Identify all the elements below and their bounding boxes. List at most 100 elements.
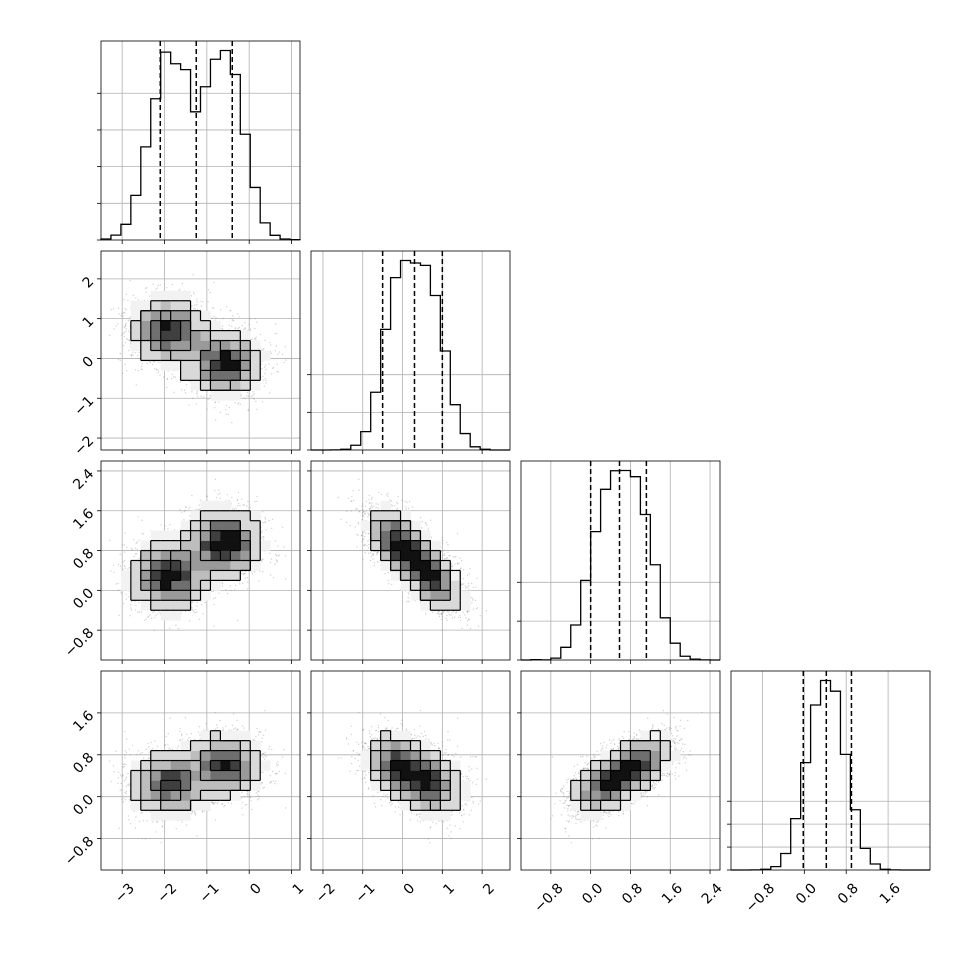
density-cell <box>151 341 161 351</box>
density-cell <box>151 331 161 341</box>
density-cell <box>181 311 191 321</box>
sample-point <box>191 295 192 296</box>
histogram-0 <box>101 50 300 240</box>
sample-point <box>124 336 125 337</box>
density-cell <box>201 360 211 370</box>
density-cell <box>201 331 211 341</box>
density-cell <box>220 390 230 400</box>
sample-point <box>137 355 138 356</box>
sample-point <box>180 381 181 382</box>
sample-point <box>234 402 235 403</box>
sample-point <box>251 339 252 340</box>
sample-point <box>268 363 269 364</box>
sample-point <box>185 392 186 393</box>
sample-point <box>124 332 125 333</box>
sample-point <box>128 320 129 321</box>
sample-point <box>123 299 124 300</box>
density-cell <box>171 291 181 301</box>
histogram-3 <box>731 680 930 870</box>
sample-point <box>212 307 213 308</box>
sample-point <box>127 300 128 301</box>
density-cell <box>210 321 220 331</box>
sample-point <box>220 309 221 310</box>
density-cell <box>141 351 151 361</box>
x-tick-label: 0.0 <box>793 880 820 907</box>
sample-point <box>131 354 132 355</box>
sample-point <box>269 392 270 393</box>
sample-point <box>206 409 207 410</box>
sample-point <box>215 317 216 318</box>
sample-point <box>285 359 286 360</box>
sample-point <box>160 284 161 285</box>
sample-point <box>122 373 123 374</box>
sample-point <box>237 313 238 314</box>
sample-point <box>109 335 110 336</box>
sample-point <box>141 369 142 370</box>
density-cell <box>220 370 230 380</box>
density-cell <box>151 311 161 321</box>
density-cell <box>191 341 201 351</box>
sample-point <box>265 378 266 379</box>
sample-point <box>145 292 146 293</box>
sample-point <box>229 407 230 408</box>
sample-point <box>256 322 257 323</box>
sample-point <box>254 338 255 339</box>
sample-point <box>196 392 197 393</box>
sample-point <box>173 376 174 377</box>
sample-point <box>222 325 223 326</box>
sample-point <box>182 283 183 284</box>
density-cell <box>201 351 211 361</box>
sample-point <box>265 382 266 383</box>
sample-point <box>172 374 173 375</box>
sample-point <box>232 319 233 320</box>
sample-point <box>282 354 283 355</box>
sample-point <box>186 384 187 385</box>
density-cell <box>201 380 211 390</box>
sample-point <box>163 376 164 377</box>
density-cell <box>230 370 240 380</box>
sample-point <box>179 289 180 290</box>
histogram-1 <box>311 260 510 450</box>
sample-point <box>124 327 125 328</box>
sample-point <box>265 369 266 370</box>
sample-point <box>265 380 266 381</box>
density-cell <box>220 360 230 370</box>
sample-point <box>158 370 159 371</box>
sample-point <box>215 402 216 403</box>
sample-point <box>129 319 130 320</box>
density-cell <box>250 341 260 351</box>
density-cell <box>141 301 151 311</box>
sample-point <box>271 373 272 374</box>
sample-point <box>261 361 262 362</box>
sample-point <box>276 371 277 372</box>
density-cell <box>230 341 240 351</box>
sample-point <box>264 386 265 387</box>
sample-point <box>121 335 122 336</box>
density-cell <box>171 341 181 351</box>
sample-point <box>203 396 204 397</box>
sample-point <box>239 316 240 317</box>
sample-point <box>239 327 240 328</box>
density-cell <box>161 301 171 311</box>
sample-point <box>125 325 126 326</box>
sample-point <box>248 409 249 410</box>
sample-point <box>264 367 265 368</box>
sample-point <box>244 322 245 323</box>
density-cell <box>240 331 250 341</box>
density-cell <box>161 311 171 321</box>
sample-point <box>139 358 140 359</box>
sample-point <box>119 313 120 314</box>
sample-point <box>242 325 243 326</box>
sample-point <box>197 301 198 302</box>
sample-point <box>196 298 197 299</box>
sample-point <box>254 398 255 399</box>
sample-point <box>250 318 251 319</box>
sample-point <box>157 287 158 288</box>
sample-point <box>215 419 216 420</box>
sample-point <box>213 308 214 309</box>
density-cell <box>181 291 191 301</box>
sample-point <box>124 342 125 343</box>
sample-point <box>279 351 280 352</box>
sample-point <box>283 362 284 363</box>
